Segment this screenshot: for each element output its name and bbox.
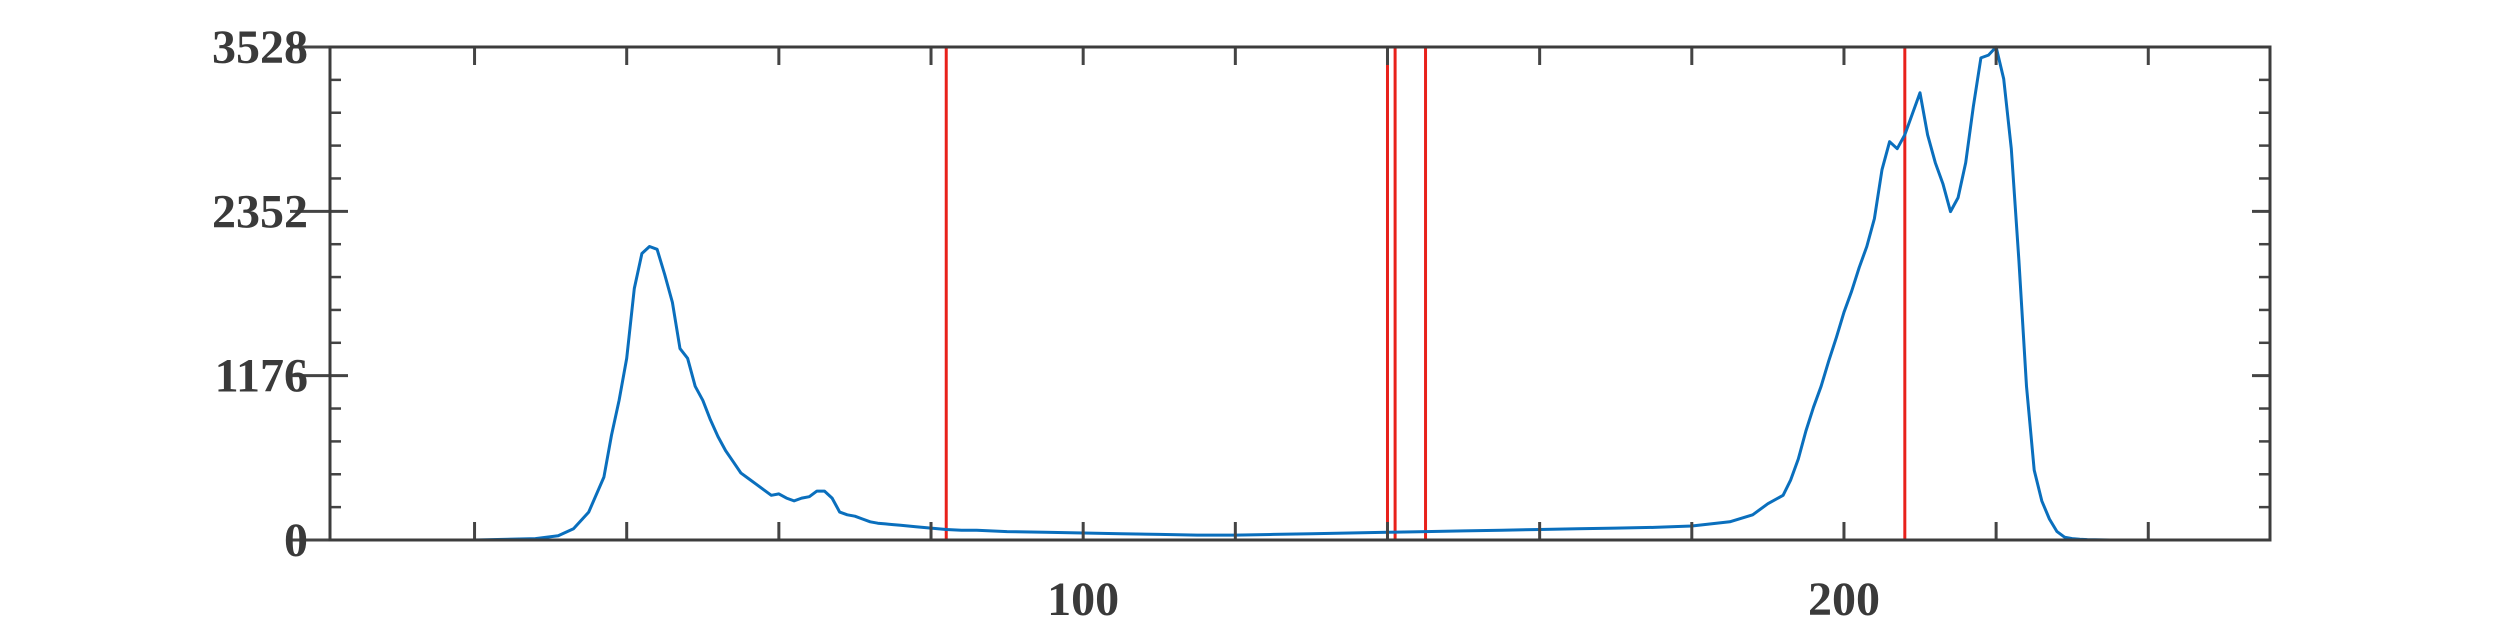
series-line-0: [330, 45, 2270, 542]
x-tick-labels: 100 200: [1047, 573, 1880, 626]
y-tick-labels: 0 1176 2352 3528: [212, 21, 308, 567]
plot-border: [328, 45, 2272, 542]
y-tick-label-2: 2352: [212, 185, 308, 238]
y-tick-label-3: 3528: [212, 21, 308, 74]
vertical-lines-layer: [944, 47, 1907, 540]
x-tick-label-4: 100: [1047, 573, 1119, 625]
series-layer: [330, 45, 2270, 542]
x-tick-label-9: 200: [1808, 573, 1880, 625]
axis-ticks-layer: [290, 45, 2270, 542]
y-tick-label-0: 0: [284, 514, 308, 567]
y-tick-label-1: 1176: [215, 350, 308, 403]
plot-frame: [328, 45, 2272, 542]
